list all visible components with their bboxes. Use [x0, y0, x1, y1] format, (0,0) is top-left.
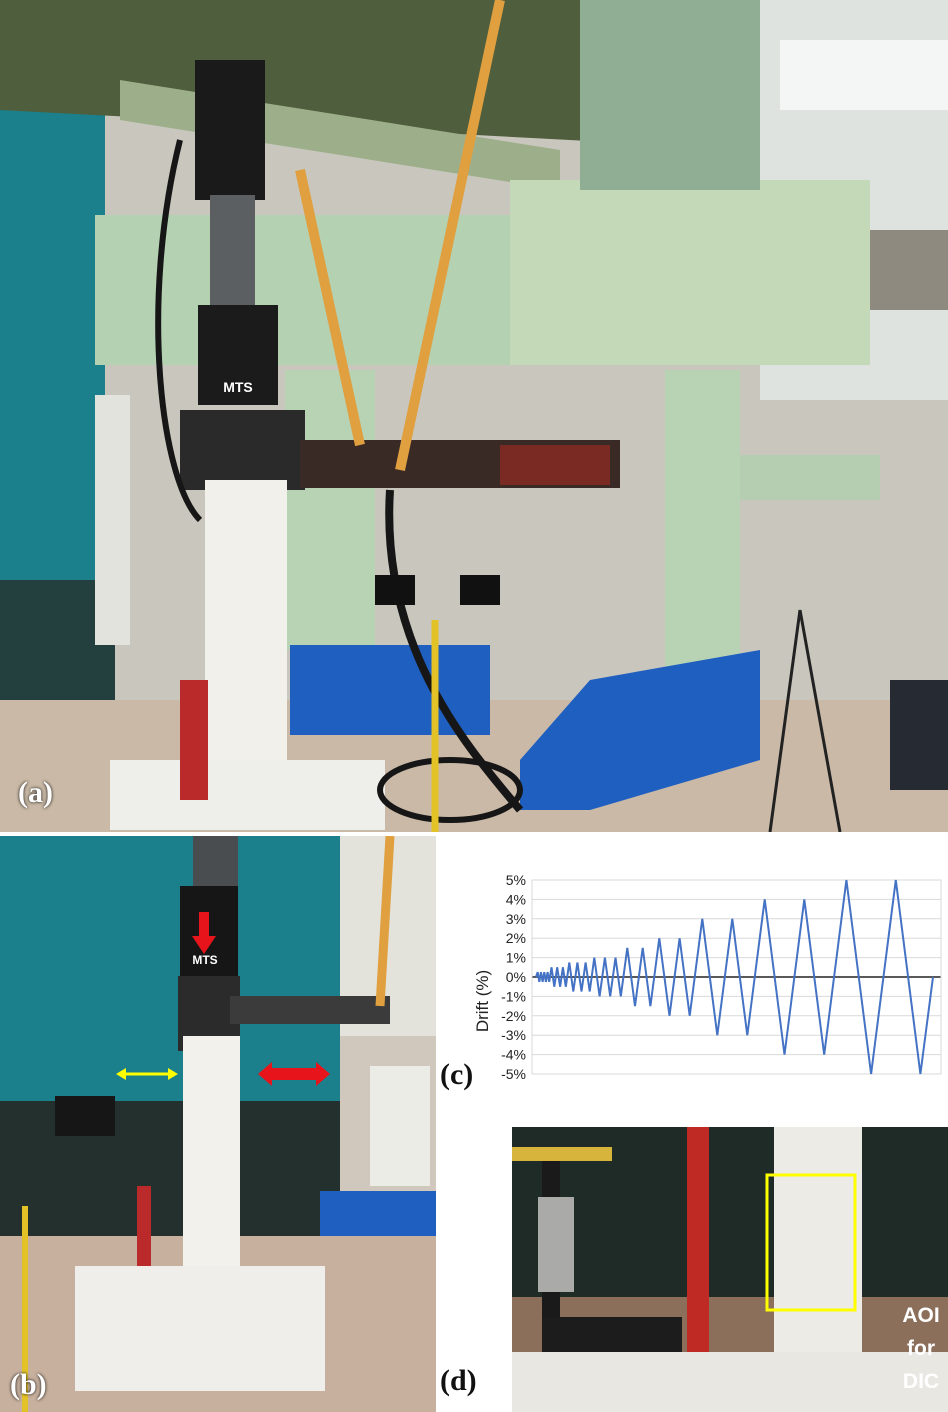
y-tick-label: -4% [501, 1047, 526, 1063]
chart-panel-c: 5% 4% 3% 2% 1% 0% -1% -2% -3% -4% -5% Drift (%) (c… [436, 866, 948, 1116]
panel-d-label: (d) [440, 1364, 477, 1397]
chart-gridlines [531, 879, 942, 1075]
panel-a-label: (a) [18, 776, 53, 809]
y-tick-label: 4% [506, 891, 526, 907]
aoi-box [765, 1173, 857, 1312]
loading-arrows [116, 912, 330, 1086]
y-tick-label: -3% [501, 1027, 526, 1043]
panel-b-label: (b) [10, 1368, 47, 1401]
aoi-caption: AOI for DIC [894, 1299, 948, 1398]
specimen-front-photo: MTS [0, 836, 436, 1412]
axial-load-arrow [192, 912, 216, 954]
plot-frame [531, 879, 942, 1075]
drift-series-line [535, 879, 934, 1075]
aoi-line-1: AOI [902, 1304, 940, 1327]
photo-panel-a: MTS (a) [0, 0, 948, 832]
y-tick-label: 3% [506, 911, 526, 927]
mts-logo-b: MTS [192, 953, 217, 967]
test-setup-photo: MTS [0, 0, 948, 832]
drift-history-chart: 5% 4% 3% 2% 1% 0% -1% -2% -3% -4% -5% Drift (%) [473, 872, 942, 1082]
y-tick-label: -2% [501, 1008, 526, 1024]
aoi-photo [512, 1127, 948, 1412]
lateral-load-arrow [258, 1062, 330, 1086]
aoi-line-3: DIC [902, 1370, 940, 1393]
y-tick-label: 5% [506, 872, 526, 888]
y-tick-label: 1% [506, 950, 526, 966]
photo-panel-d: AOI for DIC [512, 1127, 948, 1412]
aoi-line-2: for [907, 1337, 935, 1360]
mts-logo-a: MTS [223, 379, 253, 395]
out-of-plane-arrow [116, 1068, 178, 1080]
panel-c-label: (c) [440, 1058, 474, 1091]
y-tick-label: -5% [501, 1066, 526, 1082]
y-axis-ticks: 5% 4% 3% 2% 1% 0% -1% -2% -3% -4% -5% [501, 872, 526, 1082]
y-tick-label: -1% [501, 988, 526, 1004]
y-tick-label: 0% [506, 969, 526, 985]
photo-panel-b: MTS (b) [0, 836, 436, 1412]
y-axis-label: Drift (%) [473, 970, 492, 1032]
y-tick-label: 2% [506, 930, 526, 946]
